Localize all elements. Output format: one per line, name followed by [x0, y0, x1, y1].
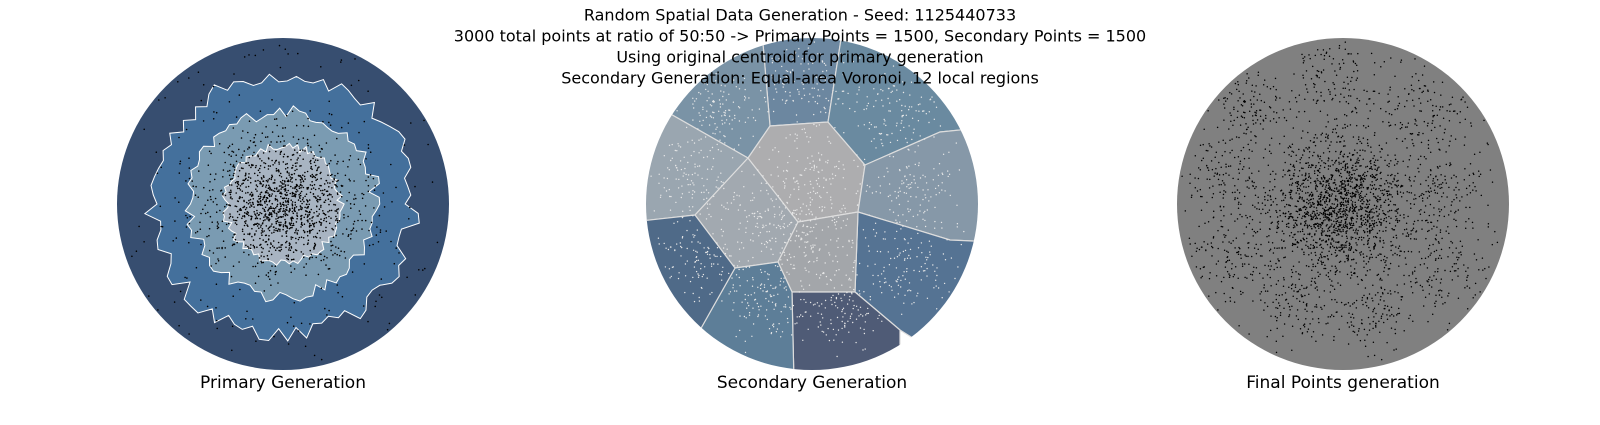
- region: [791, 291, 901, 370]
- panel-label: Final Points generation: [1246, 373, 1440, 393]
- title-line: Secondary Generation: Equal-area Voronoi…: [561, 69, 1039, 88]
- final-panel: [1177, 38, 1509, 370]
- points: [1181, 41, 1499, 361]
- panel-label: Primary Generation: [200, 373, 366, 393]
- title-line: Using original centroid for primary gene…: [616, 48, 983, 67]
- panel-label: Secondary Generation: [717, 373, 907, 393]
- title-line: 3000 total points at ratio of 50:50 -> P…: [454, 27, 1146, 46]
- points: [131, 44, 439, 361]
- primary-panel: [117, 38, 449, 370]
- points: [650, 41, 965, 358]
- title-line: Random Spatial Data Generation - Seed: 1…: [584, 6, 1016, 25]
